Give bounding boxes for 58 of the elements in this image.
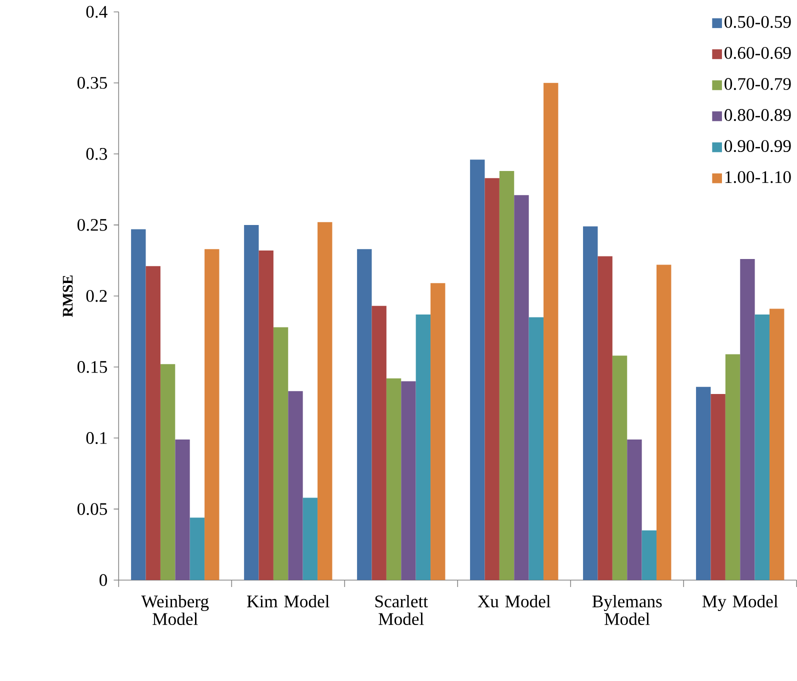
- legend-label: 0.90-0.99: [724, 140, 791, 152]
- bar: [656, 264, 672, 580]
- x-tick-label: Scarlett Model: [375, 594, 428, 626]
- y-axis-title: RMSE: [62, 276, 73, 317]
- bar: [514, 195, 529, 580]
- y-tick-label: 0.35: [77, 76, 107, 89]
- y-tick-label: 0.2: [86, 290, 107, 302]
- bar: [430, 283, 446, 580]
- bar: [754, 314, 770, 580]
- bar: [499, 170, 514, 580]
- bar: [470, 160, 485, 580]
- y-tick-label: 0.3: [86, 148, 107, 160]
- x-tick-label: Kim Model: [247, 594, 330, 608]
- y-tick-label: 0.1: [86, 432, 107, 444]
- bar: [244, 224, 259, 580]
- bar: [612, 356, 628, 580]
- bar: [258, 250, 274, 580]
- legend-label: 0.60-0.69: [724, 47, 791, 59]
- y-tick-label: 0.05: [77, 503, 107, 516]
- bar: [386, 378, 402, 580]
- bar: [770, 308, 784, 580]
- bar: [583, 226, 598, 580]
- legend-label: 0.70-0.79: [724, 78, 791, 90]
- y-tick-label: 0.15: [77, 361, 107, 374]
- bar: [401, 381, 416, 580]
- bar: [190, 518, 205, 580]
- y-tick-label: 0.4: [86, 6, 108, 18]
- x-tick-label: My Model: [702, 594, 778, 612]
- bar: [273, 327, 288, 580]
- x-tick-label: Weinberg Model: [141, 594, 209, 626]
- bar: [204, 249, 220, 580]
- bar: [131, 229, 146, 580]
- bar: [642, 530, 657, 580]
- y-tick-label: 0.25: [77, 218, 107, 231]
- x-tick-label: Bylemans Model: [592, 594, 662, 626]
- y-tick-label: 0: [100, 574, 108, 586]
- bar: [696, 386, 711, 580]
- bar: [302, 498, 318, 580]
- bar: [710, 394, 726, 580]
- bar: [598, 256, 612, 580]
- bar: [175, 439, 190, 580]
- bar: [528, 317, 544, 580]
- legend-label: 0.80-0.89: [724, 109, 791, 122]
- bar: [484, 178, 500, 580]
- legend-label: 0.50-0.59: [724, 16, 791, 28]
- bar: [627, 439, 642, 580]
- legend-label: 1.00-1.10: [725, 171, 791, 184]
- bar: [544, 82, 558, 580]
- bar: [288, 391, 303, 580]
- x-tick-label: Xu Model: [478, 594, 551, 608]
- bar: [357, 249, 372, 580]
- bar: [740, 259, 755, 580]
- bar: [372, 306, 386, 580]
- bar: [725, 354, 740, 580]
- bar: [146, 266, 160, 580]
- bar: [160, 364, 176, 580]
- bar: [318, 222, 332, 580]
- bar: [416, 314, 431, 580]
